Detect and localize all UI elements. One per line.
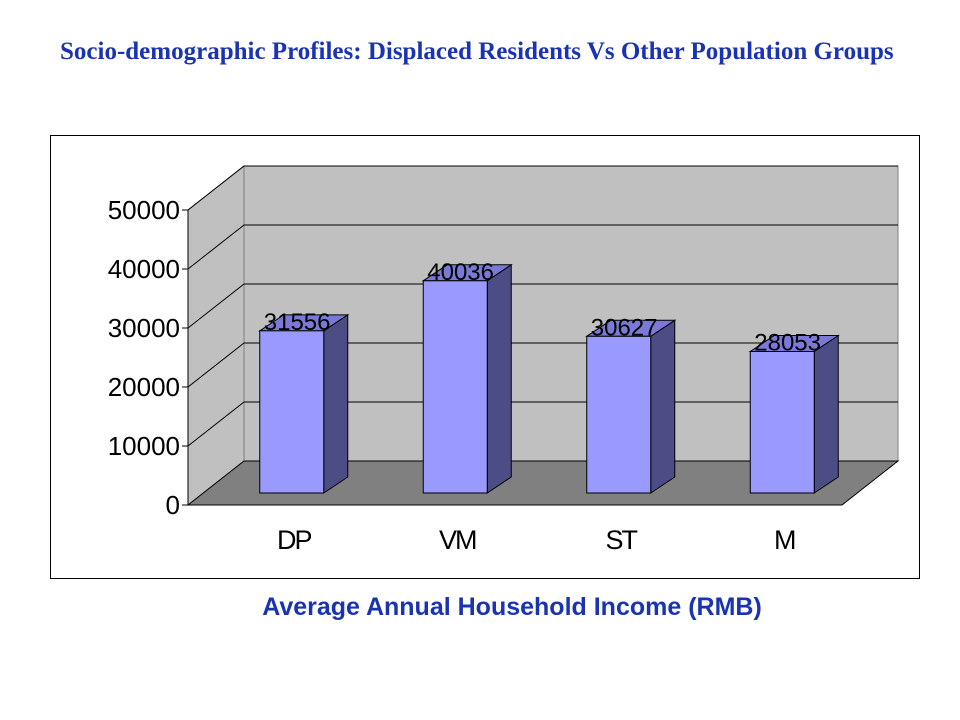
data-label: 40036 (427, 259, 494, 286)
gridline (187, 224, 898, 270)
y-axis-ticks: 0 10000 20000 30000 40000 50000 (108, 195, 842, 520)
data-labels: 31556 40036 30627 28053 (264, 259, 821, 357)
bar-front (586, 335, 652, 494)
bar (421, 263, 513, 494)
y-tick-label: 50000 (108, 195, 180, 225)
x-axis-categories: DP VM ST M (277, 525, 797, 555)
bar (258, 313, 350, 494)
gridline (187, 165, 898, 211)
slide-title: Socio-demographic Profiles: Displaced Re… (60, 38, 894, 65)
gridline (187, 401, 898, 447)
y-tick-label: 10000 (108, 431, 180, 461)
x-category-label: VM (439, 525, 476, 555)
bar-front (749, 350, 815, 494)
y-tick-label: 20000 (108, 372, 180, 402)
gridline (187, 283, 898, 329)
bar-front (422, 280, 488, 494)
data-label: 30627 (591, 314, 658, 341)
gridline (187, 342, 898, 388)
chart-gridlines (187, 165, 898, 447)
x-category-label: DP (277, 525, 311, 555)
side-wall (187, 164, 245, 507)
bar-side (813, 334, 839, 494)
bar-front (259, 330, 325, 494)
bar (585, 319, 677, 494)
x-category-label: ST (605, 525, 637, 555)
x-category-label: M (774, 525, 795, 555)
bar-side (323, 313, 349, 494)
bar-side (486, 263, 512, 494)
chart-caption: Average Annual Household Income (RMB) (262, 593, 762, 621)
y-tick-label: 0 (166, 490, 180, 520)
data-label: 31556 (264, 309, 331, 336)
y-tick-label: 30000 (108, 313, 180, 343)
bar (748, 334, 840, 494)
y-tick-label: 40000 (108, 254, 180, 284)
data-label: 28053 (754, 329, 821, 356)
bar-side (650, 319, 676, 494)
chart-bars (258, 263, 840, 494)
